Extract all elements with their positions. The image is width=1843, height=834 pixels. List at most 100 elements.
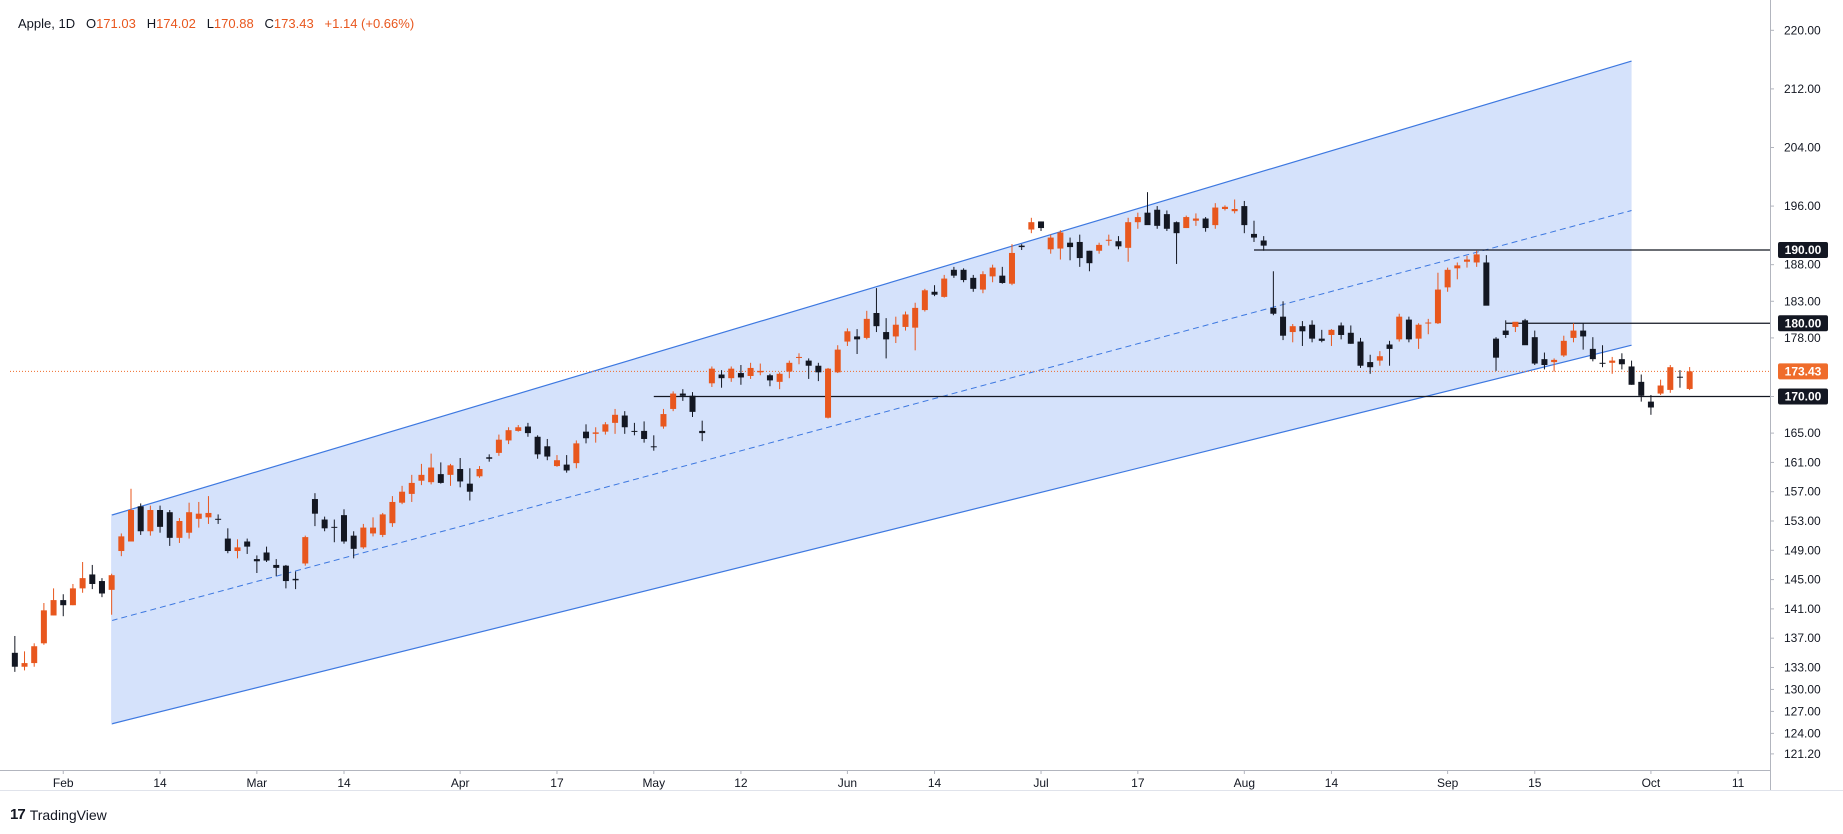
low-label: L (206, 16, 214, 31)
candle-body (50, 600, 57, 616)
candle (69, 583, 76, 606)
candle (553, 455, 560, 467)
candle (1386, 340, 1393, 366)
candle-body (1231, 209, 1238, 212)
candle-body (1386, 344, 1393, 349)
candle (1367, 354, 1374, 374)
candle-body (447, 465, 454, 475)
candle-body (1570, 330, 1577, 338)
candle (689, 392, 696, 417)
candle (1251, 220, 1258, 242)
x-tick-label: 15 (1528, 776, 1542, 790)
y-tick-label: 141.00 (1784, 602, 1821, 616)
candle-body (1483, 262, 1490, 306)
candle-body (612, 414, 619, 423)
candle-body (495, 439, 502, 453)
y-tick-label: 183.00 (1784, 294, 1821, 308)
candle (1086, 250, 1093, 272)
candle (902, 311, 909, 331)
low-value: 170.88 (213, 16, 254, 31)
candle (60, 594, 67, 617)
candle (89, 564, 96, 590)
candle (641, 421, 648, 443)
candle-body (863, 318, 870, 338)
y-tick-label: 121.20 (1784, 747, 1821, 761)
candle (854, 329, 861, 355)
candle (621, 411, 628, 434)
candle-body (466, 483, 473, 492)
candle (244, 538, 251, 554)
candle-body (282, 565, 289, 582)
candle-body (1541, 359, 1548, 366)
candle (282, 564, 289, 589)
candle (1144, 192, 1151, 226)
candle-body (1551, 359, 1558, 363)
candle (1047, 234, 1054, 254)
y-tick-label: 124.00 (1784, 726, 1821, 740)
candle-body (1318, 338, 1325, 341)
candle-body (118, 536, 125, 552)
candle (795, 353, 802, 365)
candle-body (1105, 239, 1112, 241)
candle (1657, 379, 1664, 396)
candle-body (1638, 381, 1645, 396)
candle (544, 438, 551, 461)
candle-body (1270, 307, 1277, 314)
x-tick-label: 17 (1131, 776, 1145, 790)
candle (766, 373, 773, 387)
last-price-tag-bg (1778, 363, 1828, 380)
candle-body (970, 277, 977, 289)
candle-body (795, 356, 802, 358)
high-value: 174.02 (156, 16, 196, 31)
x-tick-label: May (642, 776, 665, 790)
candle-body (224, 538, 231, 552)
candle (1057, 230, 1064, 260)
candle (1192, 213, 1199, 226)
candle (1502, 320, 1509, 338)
candle-body (166, 512, 173, 538)
candle (921, 288, 928, 312)
candle-body (1241, 206, 1248, 226)
channel-lower-line (111, 344, 1632, 725)
x-tick-label: Aug (1234, 776, 1255, 790)
candle-body (128, 510, 135, 542)
candle (1289, 323, 1296, 343)
candle (224, 528, 231, 554)
candle-body (670, 393, 677, 409)
candle (1231, 199, 1238, 214)
candle-body (563, 464, 570, 471)
candle (1038, 221, 1045, 231)
candle (515, 425, 522, 432)
level-tag-190.00: 190.00 (1778, 242, 1828, 259)
candle-body (1289, 326, 1296, 333)
candle-body (389, 501, 396, 524)
candle-body (1357, 341, 1364, 366)
candle-body (1522, 320, 1529, 346)
candle-body (1376, 356, 1383, 361)
symbol-name: Apple (18, 16, 52, 31)
candle (1318, 329, 1325, 343)
candle-body (1115, 241, 1122, 247)
candle (1067, 237, 1074, 261)
y-tick-label: 161.00 (1784, 455, 1821, 469)
last-price-tag: 173.43 (1778, 363, 1828, 380)
tradingview-brand[interactable]: 17 TradingView (10, 806, 107, 823)
y-tick-label: 204.00 (1784, 140, 1821, 154)
candle (292, 571, 299, 590)
candle (1493, 337, 1500, 371)
candle (195, 501, 202, 528)
candle-body (60, 600, 67, 606)
candle-body (11, 652, 18, 667)
candle (573, 440, 580, 469)
candle (1647, 395, 1654, 415)
candle-body (340, 515, 347, 542)
level-tag-180.00-text: 180.00 (1785, 316, 1822, 330)
candle-body (1221, 206, 1228, 210)
candle-body (147, 510, 154, 532)
candle-body (302, 537, 309, 564)
candle (524, 422, 531, 437)
candle (486, 454, 493, 462)
candle-body (989, 267, 996, 277)
